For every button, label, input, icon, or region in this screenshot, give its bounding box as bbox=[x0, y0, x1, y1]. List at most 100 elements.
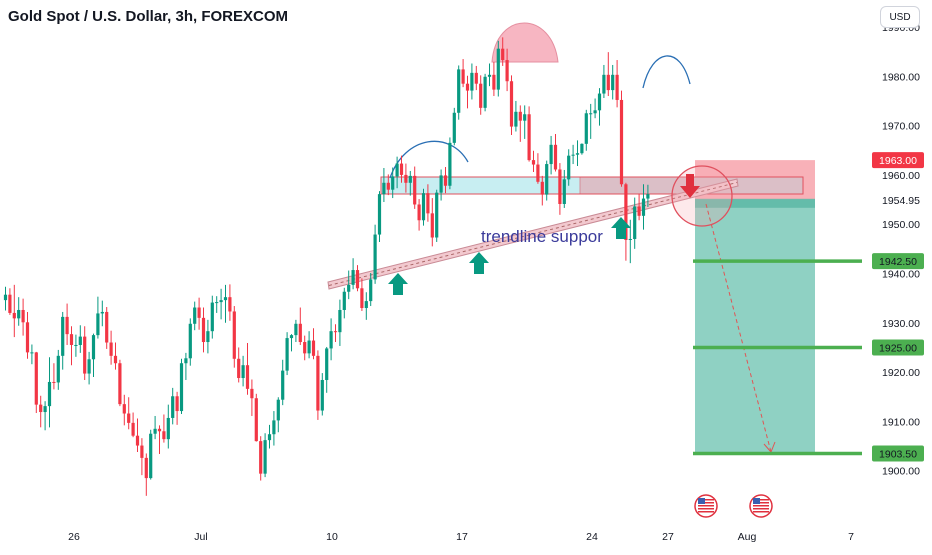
candle[interactable] bbox=[298, 307, 302, 345]
candle[interactable] bbox=[430, 198, 434, 247]
candle[interactable] bbox=[364, 292, 368, 320]
candle[interactable] bbox=[307, 331, 311, 359]
candle[interactable] bbox=[100, 300, 104, 327]
candle[interactable] bbox=[333, 324, 338, 343]
candle[interactable] bbox=[523, 105, 527, 139]
us-flag-icon[interactable] bbox=[749, 494, 773, 518]
candle[interactable] bbox=[584, 109, 588, 151]
candle[interactable] bbox=[127, 397, 131, 430]
candle[interactable] bbox=[245, 343, 250, 395]
trendline-annotation[interactable]: trendline suppor bbox=[481, 227, 603, 246]
candle[interactable] bbox=[633, 197, 637, 249]
candle[interactable] bbox=[52, 363, 56, 390]
candle[interactable] bbox=[91, 333, 96, 378]
candle[interactable] bbox=[492, 62, 496, 97]
candle[interactable] bbox=[509, 75, 514, 135]
candle[interactable] bbox=[21, 298, 25, 336]
candle[interactable] bbox=[619, 90, 624, 187]
candle[interactable] bbox=[338, 299, 342, 346]
candle[interactable] bbox=[228, 284, 232, 321]
candle[interactable] bbox=[606, 52, 610, 97]
candle[interactable] bbox=[65, 303, 69, 345]
time-axis[interactable]: 26 Jul 10 17 24 27 Aug 7 bbox=[68, 531, 854, 543]
price-axis[interactable]: 1900.00 1910.00 1920.00 1930.00 1940.00 1950.… bbox=[882, 22, 920, 478]
candle[interactable] bbox=[483, 73, 487, 112]
candle[interactable] bbox=[210, 295, 214, 339]
candle[interactable] bbox=[254, 393, 258, 442]
candle[interactable] bbox=[201, 307, 206, 353]
candle[interactable] bbox=[505, 48, 509, 92]
candle[interactable] bbox=[113, 342, 118, 370]
candle[interactable] bbox=[408, 170, 412, 196]
candle[interactable] bbox=[171, 387, 175, 425]
candle[interactable] bbox=[122, 394, 126, 426]
candle[interactable] bbox=[74, 334, 78, 357]
candle[interactable] bbox=[259, 436, 263, 481]
head-shape[interactable] bbox=[491, 22, 559, 63]
candle[interactable] bbox=[157, 425, 162, 454]
bounce-arrow-3[interactable] bbox=[611, 217, 631, 239]
candle[interactable] bbox=[342, 287, 346, 319]
candle[interactable] bbox=[435, 189, 439, 242]
candle[interactable] bbox=[162, 414, 166, 443]
candle[interactable] bbox=[30, 344, 34, 365]
candle[interactable] bbox=[250, 379, 254, 416]
candle[interactable] bbox=[303, 335, 307, 361]
candle[interactable] bbox=[373, 224, 377, 284]
breakdown-arrow[interactable] bbox=[680, 174, 700, 198]
candle[interactable] bbox=[637, 193, 641, 221]
candle[interactable] bbox=[17, 297, 21, 326]
candle[interactable] bbox=[25, 311, 30, 359]
candle[interactable] bbox=[597, 88, 602, 126]
candle[interactable] bbox=[452, 107, 456, 146]
candle[interactable] bbox=[175, 391, 179, 425]
candle[interactable] bbox=[443, 167, 448, 194]
candle[interactable] bbox=[487, 63, 492, 87]
candle[interactable] bbox=[34, 351, 38, 414]
candle[interactable] bbox=[285, 332, 289, 376]
candle[interactable] bbox=[602, 64, 606, 98]
breakdown-circle[interactable] bbox=[671, 165, 733, 227]
candle[interactable] bbox=[83, 326, 87, 380]
candle[interactable] bbox=[267, 424, 272, 449]
price-badge[interactable]: 1903.50 bbox=[872, 445, 924, 462]
candle[interactable] bbox=[421, 188, 426, 226]
candle[interactable] bbox=[149, 429, 153, 480]
candle[interactable] bbox=[3, 286, 8, 311]
candle[interactable] bbox=[118, 359, 122, 407]
candle[interactable] bbox=[628, 219, 632, 264]
candle[interactable] bbox=[109, 330, 113, 365]
candle[interactable] bbox=[12, 284, 16, 338]
candle[interactable] bbox=[413, 166, 417, 209]
candle[interactable] bbox=[294, 319, 298, 343]
take-profit-zone[interactable] bbox=[695, 199, 815, 454]
candle[interactable] bbox=[241, 355, 245, 387]
candle[interactable] bbox=[514, 100, 518, 132]
candle[interactable] bbox=[56, 349, 60, 390]
candle[interactable] bbox=[140, 438, 144, 476]
candle[interactable] bbox=[615, 60, 619, 108]
candle[interactable] bbox=[369, 273, 373, 307]
candle[interactable] bbox=[153, 415, 157, 440]
candle[interactable] bbox=[448, 137, 452, 190]
candle[interactable] bbox=[382, 167, 386, 203]
candle[interactable] bbox=[78, 325, 82, 353]
candle[interactable] bbox=[457, 65, 461, 120]
candle[interactable] bbox=[501, 37, 505, 66]
candle[interactable] bbox=[8, 288, 12, 315]
candle[interactable] bbox=[580, 143, 584, 155]
candle[interactable] bbox=[329, 318, 333, 361]
candle[interactable] bbox=[197, 297, 201, 330]
candle[interactable] bbox=[531, 150, 536, 172]
candle[interactable] bbox=[426, 184, 430, 222]
candle[interactable] bbox=[540, 175, 544, 206]
candle[interactable] bbox=[69, 326, 74, 366]
candle[interactable] bbox=[465, 75, 470, 109]
candle[interactable] bbox=[215, 296, 219, 313]
candle[interactable] bbox=[188, 318, 192, 366]
candle[interactable] bbox=[461, 59, 465, 88]
candle[interactable] bbox=[479, 75, 483, 115]
candle[interactable] bbox=[404, 163, 408, 193]
candle[interactable] bbox=[325, 346, 329, 393]
candle[interactable] bbox=[311, 328, 316, 360]
